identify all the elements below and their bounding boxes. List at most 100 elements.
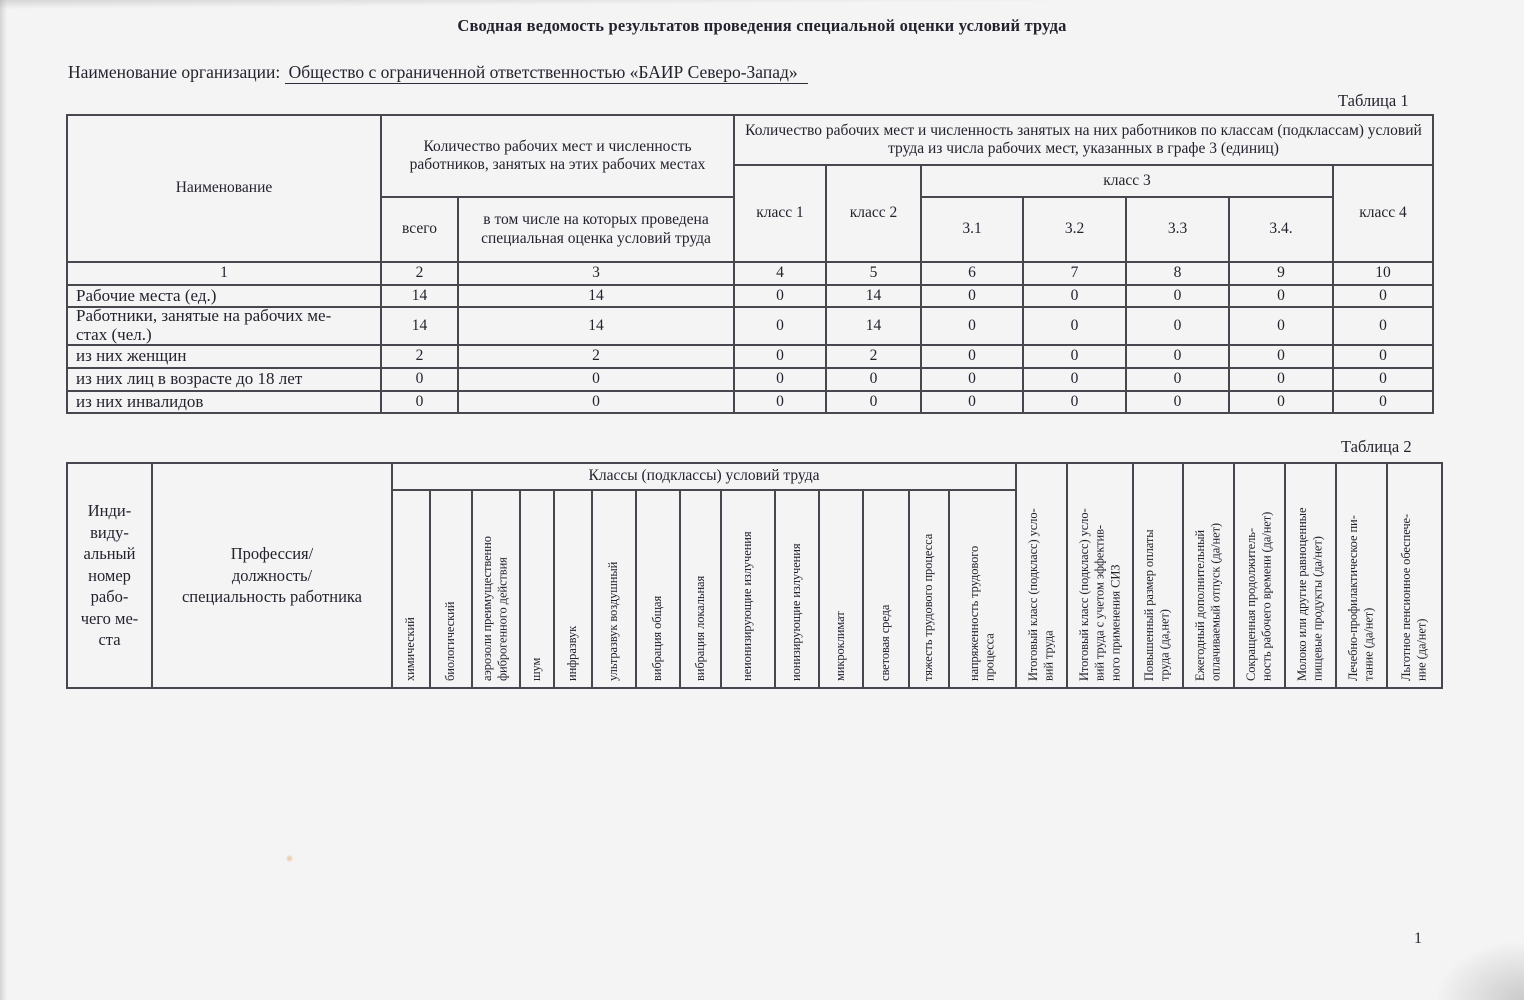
table1-colnum: 5 xyxy=(827,263,920,284)
table2-factor-col: вибрация локальная xyxy=(681,491,720,687)
table1-cell: 14 xyxy=(827,308,920,344)
table1-cell: 0 xyxy=(735,369,825,390)
table1-cell: 14 xyxy=(459,308,733,344)
table2-factor-col: шум xyxy=(521,491,553,687)
table1-cell: 0 xyxy=(459,392,733,412)
factor-label: биологический xyxy=(443,601,458,681)
table1-cell: 0 xyxy=(1024,369,1125,390)
table1-cell: 0 xyxy=(1230,346,1332,367)
table1-row-label: Работники, занятые на рабочих ме- стах (… xyxy=(68,308,380,344)
factor-label: ионизирующие излучения xyxy=(789,543,804,682)
organization-name: Общество с ограниченной ответственностью… xyxy=(284,62,808,84)
table1-cell: 0 xyxy=(1024,286,1125,306)
table1-colnum: 3 xyxy=(459,263,733,284)
table1-cell: 0 xyxy=(1127,308,1228,344)
table2-factor-col: напряженность трудового процесса xyxy=(950,491,1015,687)
table1-cell: 0 xyxy=(1127,346,1228,367)
table2-factor-col: аэрозоли преимущественно фиброгенного де… xyxy=(473,491,519,687)
scan-left-edge-shadow xyxy=(0,0,7,1000)
table1-header-sub34: 3.4. xyxy=(1230,198,1332,261)
table1-cell: 0 xyxy=(1127,369,1228,390)
factor-label: вибрация локальная xyxy=(692,575,707,681)
result-label: Ежегодный дополнительный оплачиваемый от… xyxy=(1192,523,1223,681)
table1-row-label: из них лиц в возрасте до 18 лет xyxy=(68,369,380,390)
table1-header-class4: класс 4 xyxy=(1334,166,1432,261)
table1-header-group-right: Количество рабочих мест и численность за… xyxy=(735,116,1432,164)
factor-label: аэрозоли преимущественно фиброгенного де… xyxy=(480,536,510,681)
table1-header-class3: класс 3 xyxy=(922,166,1332,196)
result-label: Сокращенная продолжитель- ность рабочего… xyxy=(1243,511,1274,681)
table1-header-sub33: 3.3 xyxy=(1127,198,1228,261)
table1-cell: 0 xyxy=(1024,392,1125,412)
table1-cell: 0 xyxy=(1230,369,1332,390)
table2-header-profession: Профессия/ должность/ специальность рабо… xyxy=(153,464,391,687)
table2-result-col: Итоговый класс (подкласс) усло- вий труд… xyxy=(1068,464,1132,687)
table1-cell: 2 xyxy=(459,346,733,367)
table1-cell: 0 xyxy=(459,369,733,390)
table1-cell: 0 xyxy=(1230,308,1332,344)
table2-factor-col: микроклимат xyxy=(820,491,862,687)
factor-label: микроклимат xyxy=(833,611,848,681)
table1-cell: 0 xyxy=(1024,308,1125,344)
table1: Наименование Количество рабочих мест и ч… xyxy=(66,114,1434,414)
table1-cell: 0 xyxy=(382,392,457,412)
table1-header-sub32: 3.2 xyxy=(1024,198,1125,261)
table1-cell: 0 xyxy=(1230,286,1332,306)
table1-cell: 0 xyxy=(922,346,1022,367)
table1-cell: 0 xyxy=(922,369,1022,390)
table1-cell: 0 xyxy=(1334,286,1432,306)
factor-label: инфразвук xyxy=(565,625,580,681)
factor-label: неионизирующие излучения xyxy=(740,531,755,681)
table2-factor-col: ультразвук воздушный xyxy=(593,491,635,687)
table1-cell: 0 xyxy=(735,392,825,412)
scan-top-edge-shadow xyxy=(0,0,1524,14)
table1-row-label: из них инвалидов xyxy=(68,392,380,412)
result-label: Молоко или другие равноценные пищевые пр… xyxy=(1294,507,1325,681)
factor-label: вибрация общая xyxy=(650,595,665,681)
table2-caption: Таблица 2 xyxy=(1341,437,1412,456)
table1-cell: 0 xyxy=(735,346,825,367)
table1-cell: 0 xyxy=(1127,286,1228,306)
table1-cell: 0 xyxy=(382,369,457,390)
table1-header-total: всего xyxy=(382,198,457,261)
table1-cell: 14 xyxy=(382,308,457,344)
table1-cell: 0 xyxy=(922,308,1022,344)
table2-result-col: Льготное пенсионное обеспече- ние (да/не… xyxy=(1388,464,1441,687)
table1-colnum: 4 xyxy=(735,263,825,284)
factor-label: ультразвук воздушный xyxy=(606,561,621,681)
organization-line: Наименование организации: Общество с огр… xyxy=(68,62,808,84)
table2-result-col: Сокращенная продолжитель- ность рабочего… xyxy=(1235,464,1284,687)
scan-speck xyxy=(286,854,293,863)
table1-header-assessed: в том числе на которых проведена специал… xyxy=(459,198,733,261)
factor-label: шум xyxy=(529,657,544,681)
table1-cell: 0 xyxy=(1334,308,1432,344)
table1-cell: 0 xyxy=(735,286,825,306)
table2: Инди- виду- альный номер рабо- чего ме- … xyxy=(66,462,1443,689)
table2-factor-col: неионизирующие излучения xyxy=(722,491,774,687)
table1-cell: 0 xyxy=(827,369,920,390)
table1-cell: 0 xyxy=(1127,392,1228,412)
table1-cell: 14 xyxy=(459,286,733,306)
factor-label: химический xyxy=(403,617,418,681)
table1-cell: 0 xyxy=(1334,369,1432,390)
table2-factor-col: вибрация общая xyxy=(637,491,679,687)
table2-result-col: Повышенный размер оплаты труда (да,нет) xyxy=(1134,464,1182,687)
table2-factor-col: световая среда xyxy=(864,491,908,687)
table1-cell: 2 xyxy=(382,346,457,367)
table1-cell: 0 xyxy=(1024,346,1125,367)
table1-cell: 0 xyxy=(735,308,825,344)
result-label: Лечебно-профилактическое пи- тание (да/н… xyxy=(1345,515,1376,681)
table1-header-name: Наименование xyxy=(68,116,380,261)
table1-row-label: Рабочие места (ед.) xyxy=(68,286,380,306)
table2-result-col: Ежегодный дополнительный оплачиваемый от… xyxy=(1184,464,1233,687)
table2-result-col: Итоговый класс (подкласс) усло- вий труд… xyxy=(1017,464,1066,687)
table1-colnum: 1 xyxy=(68,263,380,284)
factor-label: напряженность трудового процесса xyxy=(966,545,997,681)
result-label: Итоговый класс (подкласс) усло- вий труд… xyxy=(1076,508,1122,681)
table1-colnum: 10 xyxy=(1334,263,1432,284)
table2-result-col: Лечебно-профилактическое пи- тание (да/н… xyxy=(1337,464,1386,687)
page-number: 1 xyxy=(1414,930,1422,947)
table1-cell: 2 xyxy=(827,346,920,367)
table1-header-class2: класс 2 xyxy=(827,166,920,261)
result-label: Льготное пенсионное обеспече- ние (да/не… xyxy=(1398,513,1429,681)
